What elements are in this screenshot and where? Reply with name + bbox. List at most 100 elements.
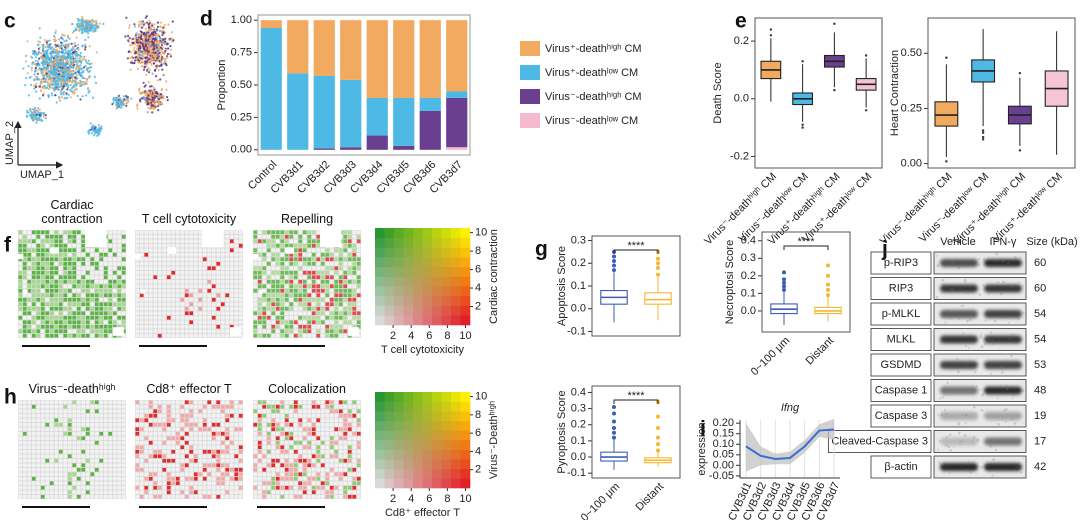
outlier (612, 435, 616, 440)
blot-band (984, 437, 1022, 446)
umap-point (54, 39, 57, 42)
map-spot (329, 284, 334, 289)
umap-point (59, 91, 63, 94)
umap-point (165, 88, 168, 91)
map-spot (356, 422, 361, 427)
map-spot (253, 422, 258, 427)
map-spot (343, 270, 348, 275)
map-spot (320, 284, 325, 289)
blot-column-header: IFN-γ (990, 236, 1017, 248)
umap-point (86, 68, 89, 72)
map-spot (293, 248, 298, 253)
umap-point (67, 44, 70, 47)
map-spot (45, 422, 50, 427)
map-hole (253, 253, 259, 260)
color-cell (375, 237, 385, 248)
map-spot (144, 252, 149, 257)
umap-point (69, 96, 72, 99)
map-grid (135, 230, 243, 338)
umap-point (88, 45, 91, 48)
umap-point (92, 134, 96, 137)
map-spot (58, 284, 63, 289)
color-cell (432, 449, 442, 460)
map-spot (189, 400, 194, 405)
map-spot (280, 288, 285, 293)
color-cell (384, 459, 395, 470)
map-spot (329, 494, 334, 499)
umap-point (156, 46, 159, 49)
map-spot (189, 458, 194, 463)
blot-label-box (870, 328, 932, 351)
map-spot (289, 320, 294, 325)
color-cell (422, 411, 433, 422)
umap-point (73, 88, 76, 91)
map-spot (325, 476, 330, 481)
map-spot (298, 243, 303, 248)
map-spot (112, 284, 117, 289)
map-spot (284, 243, 289, 248)
map-spot (27, 248, 32, 253)
map-spot (298, 440, 303, 445)
color-cell (451, 468, 461, 479)
map-spot (103, 329, 108, 334)
map-hole (258, 289, 263, 294)
blot-band (940, 437, 978, 446)
map-spot (280, 243, 285, 248)
umap-point (145, 96, 148, 99)
umap-point (64, 46, 67, 49)
umap-point (40, 52, 43, 55)
bar-segment (313, 75, 335, 149)
map-spot (45, 266, 50, 271)
blot-noise (972, 436, 976, 439)
map-spot (40, 239, 45, 244)
map-spot (31, 320, 36, 325)
color-cell (394, 228, 404, 238)
outlier (656, 261, 660, 266)
map-spot (22, 234, 27, 239)
color-cell (403, 411, 414, 422)
color-cell (384, 411, 395, 422)
map-spot (343, 243, 348, 248)
umap-point (81, 76, 84, 79)
umap-point (26, 40, 29, 43)
umap-point (73, 84, 76, 87)
outlier (826, 287, 830, 292)
map-spot (280, 400, 285, 405)
map-spot (99, 311, 104, 316)
bar-segment (366, 20, 388, 98)
umap-point (41, 71, 45, 74)
map-spot (94, 266, 99, 271)
umap-point (52, 84, 55, 87)
umap-point (148, 48, 151, 51)
map-spot (216, 458, 221, 463)
map-spot (271, 284, 276, 289)
map-spot (18, 297, 23, 302)
map-spot (94, 261, 99, 266)
blot-noise (1020, 471, 1023, 474)
map-spot (347, 467, 352, 472)
color-cell (451, 449, 461, 460)
map-spot (58, 449, 63, 454)
color-cell (394, 315, 404, 326)
blot-noise (941, 396, 945, 399)
map-spot (139, 427, 144, 432)
map-spot (356, 409, 361, 414)
map-spot (27, 297, 32, 302)
blot-noise (993, 360, 997, 364)
umap-point (154, 105, 157, 108)
map-spot (280, 302, 285, 307)
blot-noise (938, 460, 940, 463)
map-spot (207, 266, 212, 271)
map-spot (189, 422, 194, 427)
umap-point (99, 127, 103, 130)
umap-point (62, 85, 65, 88)
umap-point (127, 99, 130, 102)
map-spot (207, 463, 212, 468)
x-tick-label: 10 (459, 493, 471, 505)
map-spot (302, 279, 307, 284)
umap-point (52, 48, 55, 51)
map-spot (284, 266, 289, 271)
map-spot (225, 472, 230, 477)
map-spot (320, 481, 325, 486)
map-spot (49, 320, 54, 325)
